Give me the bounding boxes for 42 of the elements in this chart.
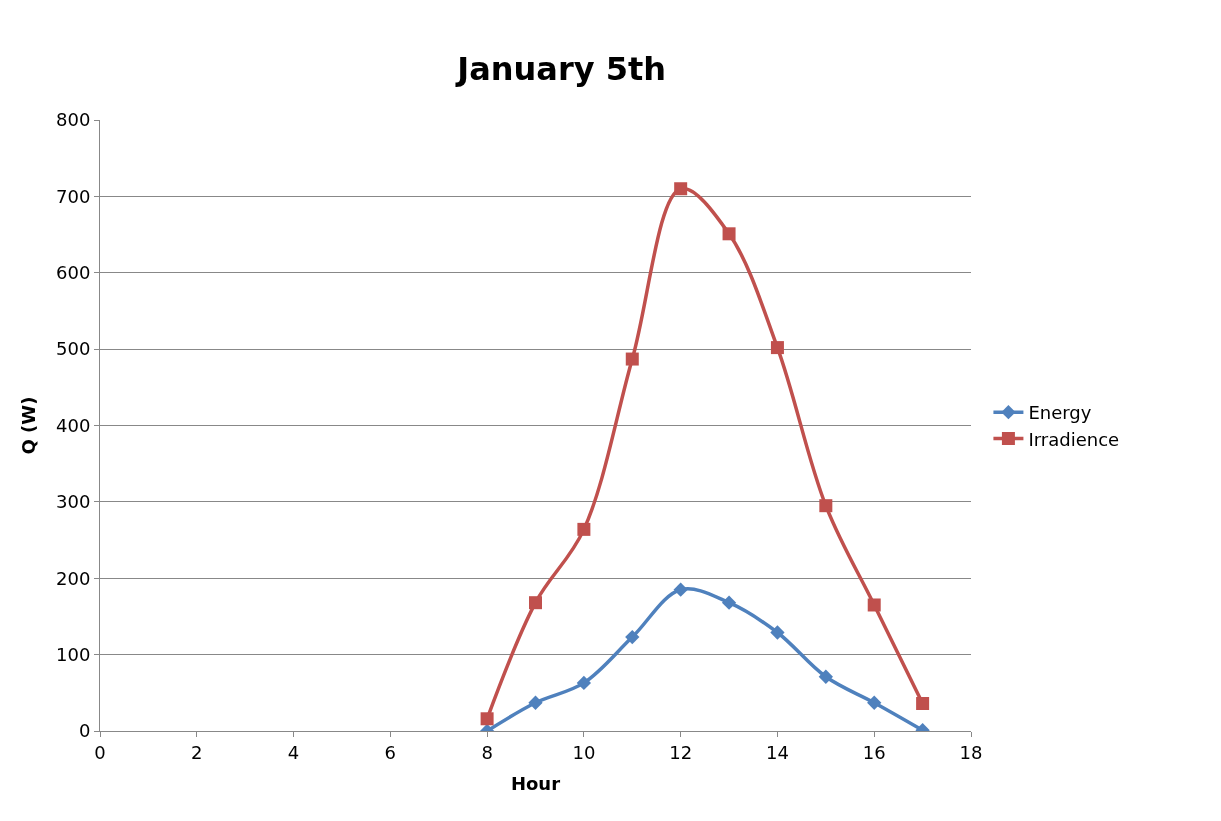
y-tick-label: 300 — [56, 491, 91, 513]
x-tick-label: 10 — [572, 741, 596, 763]
x-tick-label: 2 — [191, 741, 203, 763]
point — [770, 341, 784, 355]
y-tick-label: 800 — [56, 109, 91, 131]
point — [673, 582, 688, 597]
y-tick-label: 400 — [56, 414, 91, 436]
point — [819, 499, 833, 513]
y-tick-label: 200 — [56, 567, 91, 589]
point — [625, 629, 640, 645]
x-tick-label: 0 — [94, 741, 106, 763]
y-tick-label: 600 — [56, 262, 91, 284]
x-axis-title: Hour — [510, 772, 561, 794]
point — [625, 352, 639, 366]
point — [818, 669, 833, 684]
x-tick-label: 16 — [862, 741, 886, 763]
legend-label: Irradience — [1028, 428, 1120, 450]
point — [674, 182, 688, 196]
y-tick-label: 0 — [78, 720, 91, 742]
x-tick-label: 12 — [669, 741, 693, 763]
point — [722, 227, 736, 241]
point — [770, 625, 785, 640]
point — [576, 675, 592, 691]
point — [577, 522, 591, 536]
chart-title: January 5th — [455, 49, 667, 88]
point — [916, 697, 930, 711]
y-tick-label: 700 — [56, 185, 91, 207]
point — [480, 712, 494, 726]
point — [867, 598, 881, 612]
y-tick-label: 500 — [56, 338, 91, 360]
x-tick-label: 6 — [384, 741, 397, 763]
x-tick-label: 18 — [959, 741, 983, 763]
y-axis-title: Q (W) — [18, 396, 40, 455]
point — [528, 695, 543, 710]
point — [867, 695, 882, 710]
point — [529, 596, 542, 610]
legend-label: Energy — [1028, 402, 1092, 424]
x-tick-label: 14 — [765, 741, 789, 763]
x-tick-label: 4 — [287, 741, 300, 763]
y-tick-label: 100 — [56, 643, 91, 665]
x-tick-label: 8 — [481, 741, 493, 763]
point — [721, 595, 737, 610]
